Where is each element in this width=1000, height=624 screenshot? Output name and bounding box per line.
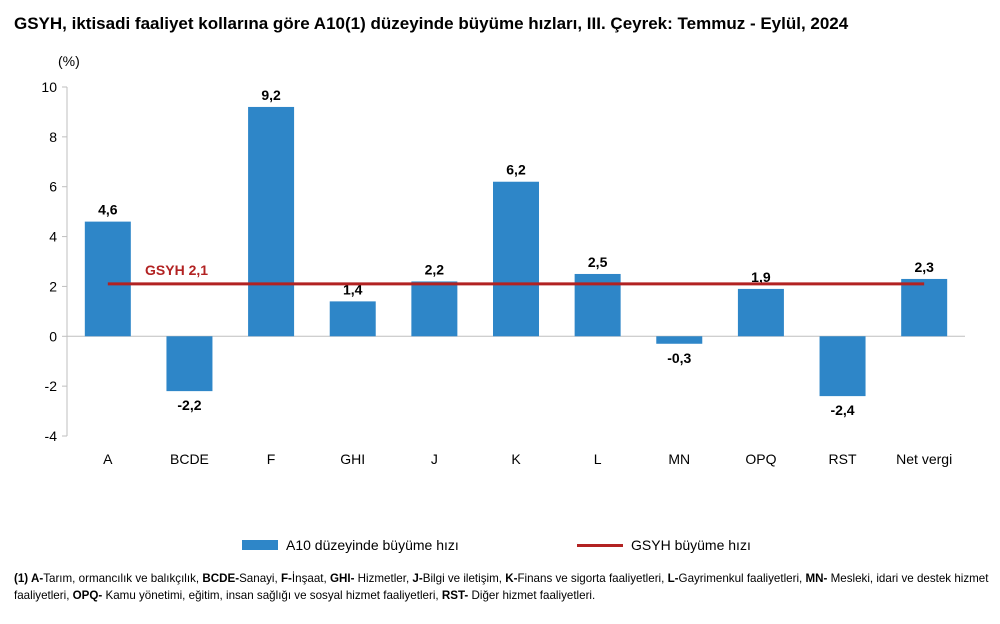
bar [166, 336, 213, 392]
legend-bar-swatch [242, 540, 278, 550]
footnote-text: Kamu yönetimi, eğitim, insan sağlığı ve … [102, 589, 442, 602]
bar [901, 278, 948, 337]
legend: A10 düzeyinde büyüme hızı GSYH büyüme hı… [0, 537, 1000, 557]
legend-item-line: GSYH büyüme hızı [577, 537, 751, 553]
y-tick-label: 6 [49, 179, 57, 195]
y-tick-label: 2 [49, 278, 57, 294]
x-tick-label: GHI [340, 451, 365, 467]
x-tick-label: J [431, 451, 438, 467]
bar [493, 181, 539, 337]
data-label: 9,2 [261, 87, 281, 103]
footnote-code: J- [412, 572, 423, 585]
data-label: 1,9 [751, 269, 771, 285]
footnote-text: Hizmetler, [354, 572, 413, 585]
bar [329, 301, 376, 337]
footnote-code: RST- [441, 589, 469, 602]
y-tick-label: 8 [49, 129, 57, 145]
x-tick-label: MN [668, 451, 690, 467]
legend-item-bars: A10 düzeyinde büyüme hızı [242, 537, 459, 553]
x-tick-label: A [103, 451, 113, 467]
gsyh-reference-label: GSYH 2,1 [145, 262, 208, 278]
bar [819, 336, 866, 397]
footnote-text: Mesleki, idari ve destek hizmet faaliyet… [14, 572, 989, 602]
footnote-code: OPQ- [72, 589, 103, 602]
y-tick-label: 4 [49, 229, 57, 245]
x-tick-label: OPQ [745, 451, 776, 467]
bar [84, 221, 131, 337]
bar [737, 288, 784, 337]
data-label: -2,2 [177, 397, 201, 413]
data-label: 2,2 [425, 261, 445, 277]
y-tick-label: 10 [41, 79, 57, 95]
legend-line-label: GSYH büyüme hızı [631, 537, 751, 553]
y-tick-label: 0 [49, 328, 57, 344]
legend-line-swatch [577, 543, 623, 547]
footnote-code: L- [667, 572, 679, 585]
y-axis-label: (%) [58, 53, 80, 69]
x-tick-label: Net vergi [896, 451, 952, 467]
x-tick-label: BCDE [170, 451, 209, 467]
x-tick-label: L [594, 451, 602, 467]
footnote-text: Finans ve sigorta faaliyetleri, [517, 572, 668, 585]
bar-chart: -4-20246810(%)4,6A-2,2BCDE9,2F1,4GHI2,2J… [41, 53, 965, 467]
bar [248, 106, 295, 337]
footnote-text: İnşaat, [291, 572, 330, 585]
footnote-code: (1) A- [14, 572, 44, 585]
footnote-text: Diğer hizmet faaliyetleri. [468, 589, 596, 602]
footnote-code: BCDE- [202, 572, 240, 585]
data-label: 2,5 [588, 254, 608, 270]
footnote-code: K- [505, 572, 518, 585]
data-label: -2,4 [830, 402, 854, 418]
bar [411, 281, 458, 337]
footnote-code: GHI- [329, 572, 355, 585]
data-label: 4,6 [98, 202, 118, 218]
data-label: 6,2 [506, 162, 526, 178]
chart-title: GSYH, iktisadi faaliyet kollarına göre A… [14, 14, 849, 33]
footnote-text: Bilgi ve iletişim, [422, 572, 506, 585]
data-label: -0,3 [667, 350, 691, 366]
y-tick-label: -2 [45, 378, 58, 394]
legend-bar-label: A10 düzeyinde büyüme hızı [286, 537, 459, 553]
footnote-code: F- [280, 572, 292, 585]
y-tick-label: -4 [45, 428, 58, 444]
x-tick-label: RST [829, 451, 857, 467]
x-tick-label: K [511, 451, 521, 467]
footnote: (1) A-Tarım, ormancılık ve balıkçılık, B… [14, 570, 989, 604]
footnote-text: Sanayi, [239, 572, 281, 585]
data-label: 2,3 [914, 259, 934, 275]
footnote-text: Tarım, ormancılık ve balıkçılık, [43, 572, 203, 585]
bar [656, 336, 703, 344]
footnote-text: Gayrimenkul faaliyetleri, [678, 572, 806, 585]
footnote-code: MN- [805, 572, 828, 585]
x-tick-label: F [267, 451, 276, 467]
